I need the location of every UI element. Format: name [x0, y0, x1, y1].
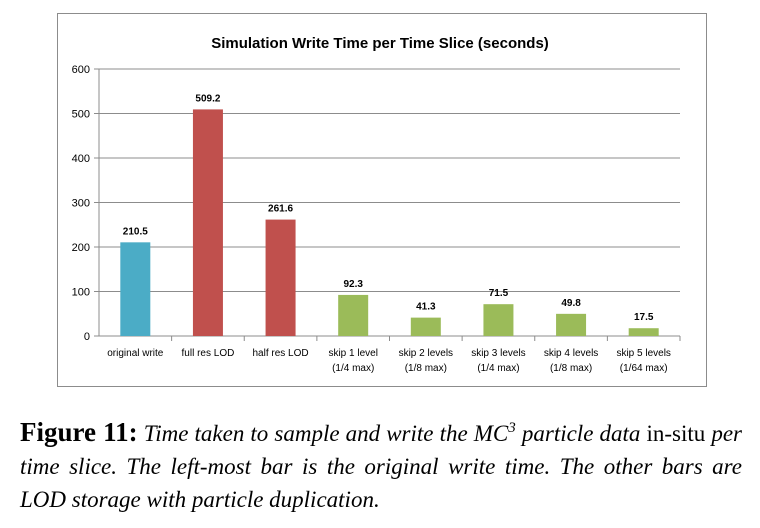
- data-label: 49.8: [561, 298, 581, 309]
- data-label: 210.5: [123, 226, 148, 237]
- data-label: 92.3: [343, 279, 363, 290]
- y-tick-label: 200: [72, 242, 90, 254]
- y-tick-label: 0: [84, 331, 90, 343]
- x-tick-label: skip 4 levels: [544, 348, 598, 359]
- caption-text-before: Time taken to sample and write the MC: [143, 421, 509, 446]
- bar: [410, 317, 441, 336]
- chart-title: Simulation Write Time per Time Slice (se…: [211, 35, 549, 52]
- bar: [192, 109, 223, 336]
- data-label: 261.6: [268, 204, 293, 215]
- y-tick-label: 300: [72, 198, 90, 210]
- chart-frame: Simulation Write Time per Time Slice (se…: [57, 13, 707, 387]
- x-tick-label: (1/4 max): [477, 363, 519, 374]
- gridlines: [94, 68, 681, 341]
- x-tick-label: skip 2 levels: [399, 348, 453, 359]
- bars: [120, 109, 659, 336]
- x-tick-label: full res LOD: [182, 348, 235, 359]
- labels: 0 100 200 300 400 500 600 210.5 original write 50…: [72, 64, 671, 374]
- data-label: 41.3: [416, 302, 436, 313]
- bar: [338, 294, 369, 336]
- data-label: 71.5: [489, 288, 509, 299]
- bar: [628, 328, 659, 336]
- caption-text-mid: particle data: [515, 421, 647, 446]
- y-tick-label: 100: [72, 287, 90, 299]
- bar: [483, 304, 514, 336]
- caption-superscript: 3: [508, 420, 516, 436]
- caption-text: Time taken to sample and write the MC3 p…: [20, 420, 743, 512]
- bar-chart: Simulation Write Time per Time Slice (se…: [72, 35, 681, 374]
- data-label: 17.5: [634, 312, 654, 323]
- y-tick-label: 500: [72, 109, 90, 121]
- bar: [265, 219, 296, 336]
- x-tick-label: original write: [107, 348, 164, 359]
- x-tick-label: skip 1 level: [328, 348, 377, 359]
- data-label: 509.2: [195, 93, 220, 104]
- x-tick-label: (1/8 max): [550, 363, 592, 374]
- x-tick-label: skip 5 levels: [616, 348, 670, 359]
- caption-label: Figure 11:: [20, 417, 138, 447]
- x-tick-label: (1/4 max): [332, 363, 374, 374]
- figure-caption: Figure 11: Time taken to sample and writ…: [20, 416, 742, 516]
- x-tick-label: half res LOD: [252, 348, 308, 359]
- x-tick-label: (1/64 max): [620, 363, 668, 374]
- bar: [556, 313, 587, 336]
- caption-text-upright: in-situ: [646, 421, 706, 446]
- x-tick-label: skip 3 levels: [471, 348, 525, 359]
- x-tick-label: (1/8 max): [405, 363, 447, 374]
- y-tick-label: 600: [72, 64, 90, 76]
- y-tick-label: 400: [72, 153, 90, 165]
- caption-text-after: per time slice. The left-most bar is the…: [20, 421, 743, 512]
- bar: [120, 242, 151, 336]
